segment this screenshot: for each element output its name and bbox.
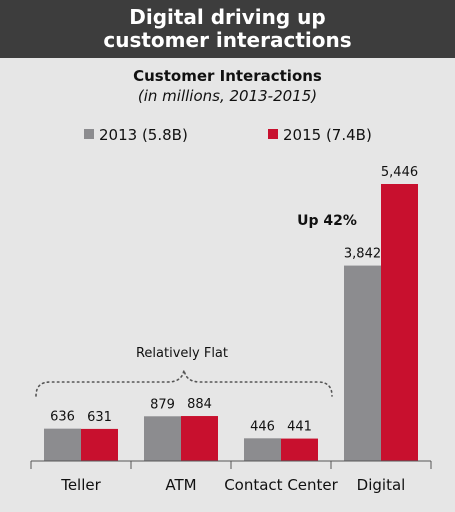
value-label-teller-2013: 636 xyxy=(50,410,75,425)
bar-teller-2015 xyxy=(81,428,118,461)
value-label-digital-2013: 3,842 xyxy=(344,247,381,262)
legend-swatch-2013 xyxy=(84,129,94,139)
annotation-relatively-flat: Relatively Flat xyxy=(136,346,228,361)
flat-bracket xyxy=(35,369,333,397)
header-bar: Digital driving up customer interactions xyxy=(0,0,455,58)
legend-swatch-2015 xyxy=(268,129,278,139)
bar-teller-2013 xyxy=(44,428,81,461)
value-label-atm-2015: 884 xyxy=(187,397,212,412)
value-label-teller-2015: 631 xyxy=(87,410,112,425)
page-title: Digital driving up customer interactions xyxy=(103,5,352,52)
value-label-contact-center-2015: 441 xyxy=(287,420,312,435)
category-label-digital: Digital xyxy=(357,476,406,494)
chart-title: Customer Interactions xyxy=(133,67,322,85)
value-label-atm-2013: 879 xyxy=(150,397,175,412)
bar-digital-2015 xyxy=(381,184,418,461)
x-axis-ticks xyxy=(30,461,432,469)
chart-subtitle: (in millions, 2013-2015) xyxy=(137,87,318,105)
bar-atm-2015 xyxy=(181,416,218,461)
value-labels-group: 636 631 879 884 446 441 3,842 5,446 xyxy=(50,165,418,435)
bar-atm-2013 xyxy=(144,416,181,461)
category-label-contact-center: Contact Center xyxy=(224,476,338,494)
value-label-digital-2015: 5,446 xyxy=(381,165,418,180)
bar-digital-2013 xyxy=(344,265,381,461)
legend-item-2013: 2013 (5.8B) xyxy=(84,126,188,144)
legend-item-2015: 2015 (7.4B) xyxy=(268,126,372,144)
bar-contact-center-2015 xyxy=(281,438,318,461)
category-labels-group: Teller ATM Contact Center Digital xyxy=(60,476,405,494)
bars-group xyxy=(44,184,418,461)
legend-label-2013: 2013 (5.8B) xyxy=(99,126,188,144)
annotation-up-42: Up 42% xyxy=(297,213,357,229)
legend-label-2015: 2015 (7.4B) xyxy=(283,126,372,144)
category-label-atm: ATM xyxy=(165,476,196,494)
value-label-contact-center-2013: 446 xyxy=(250,419,275,434)
bar-contact-center-2013 xyxy=(244,438,281,461)
category-label-teller: Teller xyxy=(60,476,101,494)
